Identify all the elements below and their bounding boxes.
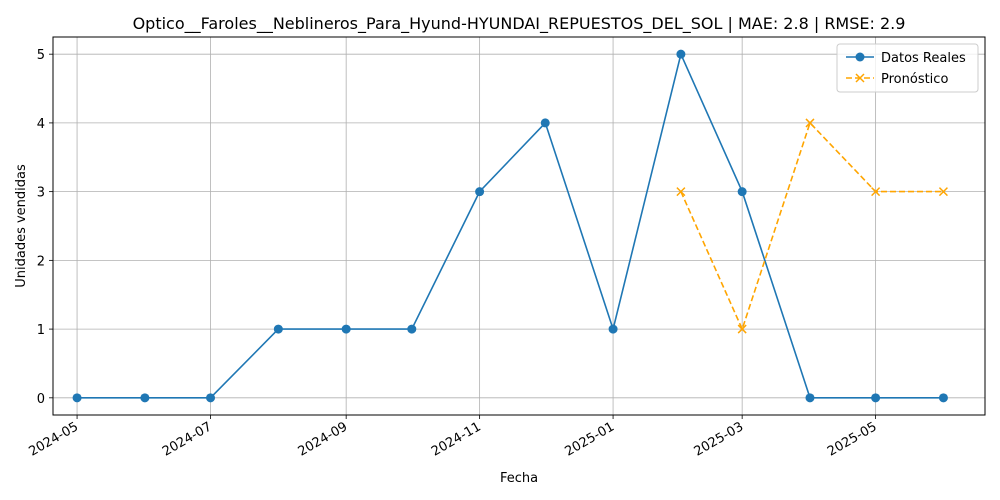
legend-item: Pronóstico — [846, 72, 948, 87]
y-tick-label: 1 — [37, 323, 45, 338]
data-point — [938, 187, 948, 197]
data-point — [805, 393, 815, 403]
series-forecast — [676, 118, 948, 334]
data-point — [676, 187, 686, 197]
data-point — [341, 324, 351, 334]
chart-title: Optico__Faroles__Neblineros_Para_Hyund-H… — [133, 14, 906, 34]
data-point — [206, 393, 216, 403]
y-tick-label: 4 — [37, 117, 45, 132]
legend-label: Pronóstico — [881, 72, 948, 87]
data-point — [805, 118, 815, 128]
data-point — [608, 324, 618, 334]
x-axis-label: Fecha — [500, 471, 538, 486]
y-tick-label: 3 — [37, 186, 45, 201]
plot-frame — [52, 36, 986, 416]
y-tick-label: 5 — [37, 48, 45, 63]
y-tick-label: 2 — [37, 254, 45, 269]
data-point — [407, 324, 417, 334]
series-actual — [72, 49, 948, 403]
y-tick-label: 0 — [37, 392, 45, 407]
series-line — [680, 121, 944, 332]
data-point — [140, 393, 150, 403]
series-line — [77, 51, 944, 399]
data-point — [273, 324, 283, 334]
series-layer — [72, 49, 948, 403]
legend-marker — [855, 52, 865, 62]
data-point — [72, 393, 82, 403]
legend-box — [836, 43, 979, 93]
data-point — [737, 187, 747, 197]
data-point — [871, 187, 881, 197]
grid — [53, 37, 985, 415]
data-point — [540, 118, 550, 128]
y-axis-label: Unidades vendidas — [14, 164, 29, 288]
data-point — [938, 393, 948, 403]
legend-item: Datos Reales — [846, 51, 966, 66]
legend-marker — [855, 73, 865, 83]
y-axis: 0 1 2 3 4 5 — [37, 48, 53, 407]
data-point — [475, 187, 485, 197]
legend: Datos Reales Pronóstico — [836, 43, 979, 93]
data-point — [737, 324, 747, 334]
data-point — [676, 49, 686, 59]
legend-label: Datos Reales — [881, 51, 966, 66]
data-point — [871, 393, 881, 403]
